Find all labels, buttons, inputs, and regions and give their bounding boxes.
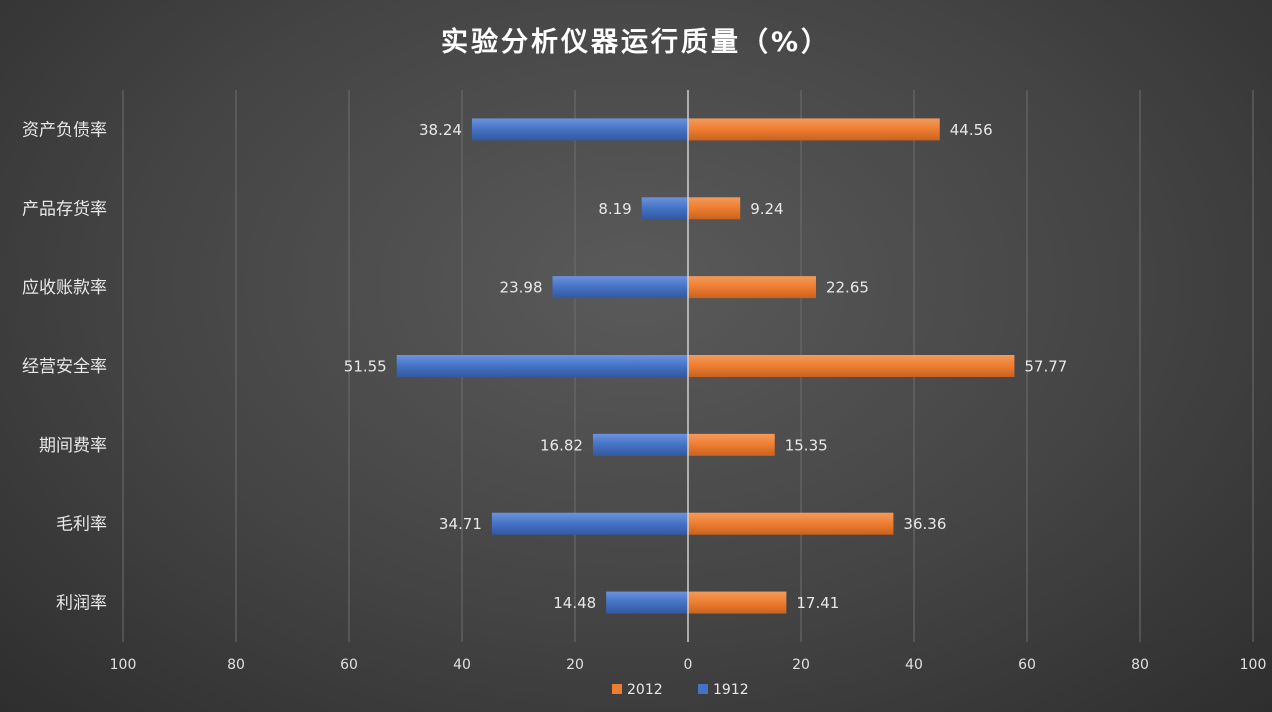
legend-swatch-2012 [612,684,622,694]
x-tick-label: 100 [1240,657,1267,673]
category-label: 利润率 [56,594,107,614]
data-label: 9.24 [750,200,783,218]
category-label: 资产负债率 [22,120,107,140]
x-tick-label: 40 [453,657,471,673]
x-tick-label: 20 [792,657,810,673]
bar-2012 [688,197,741,220]
x-tick-label: 60 [1018,657,1036,673]
category-label: 经营安全率 [22,357,107,377]
x-tick-label: 100 [110,657,137,673]
legend-swatch-1912 [698,684,708,694]
labels: 100 80 60 40 20 0 20 40 60 80 100 44.56 38.24 资产负债率 9.… [22,120,1266,673]
bar-1912 [552,276,688,299]
data-label: 8.19 [598,200,631,218]
data-label: 14.48 [553,594,596,612]
data-label: 57.77 [1024,358,1067,376]
bar-1912 [641,197,688,220]
legend: 2012 1912 [612,682,749,698]
bar-2012 [688,118,940,141]
bar-2012 [688,276,816,299]
legend-label-2012: 2012 [627,682,663,698]
category-label: 应收账款率 [22,278,107,298]
x-tick-label: 60 [340,657,358,673]
chart-title: 实验分析仪器运行质量（%） [441,26,831,58]
x-tick-label: 20 [566,657,584,673]
data-label: 38.24 [419,121,462,139]
category-label: 产品存货率 [22,199,107,219]
bars [396,118,1015,614]
legend-label-1912: 1912 [713,682,749,698]
data-label: 36.36 [903,515,946,533]
bar-2012 [688,512,894,535]
data-label: 44.56 [950,121,993,139]
bar-1912 [471,118,688,141]
data-label: 51.55 [344,358,387,376]
category-label: 毛利率 [56,515,107,535]
bar-2012 [688,591,787,614]
bar-2012 [688,433,775,456]
x-tick-label: 0 [684,657,693,673]
bar-1912 [592,433,688,456]
bar-1912 [606,591,688,614]
data-label: 16.82 [540,436,583,454]
x-tick-label: 80 [1131,657,1149,673]
bar-1912 [396,355,688,377]
x-tick-label: 40 [905,657,923,673]
data-label: 34.71 [439,515,482,533]
bar-2012 [688,355,1015,377]
bar-1912 [491,512,688,535]
category-label: 期间费率 [39,436,107,456]
data-label: 23.98 [500,279,543,297]
data-label: 22.65 [826,279,869,297]
data-label: 17.41 [796,594,839,612]
data-label: 15.35 [785,436,828,454]
x-tick-label: 80 [227,657,245,673]
